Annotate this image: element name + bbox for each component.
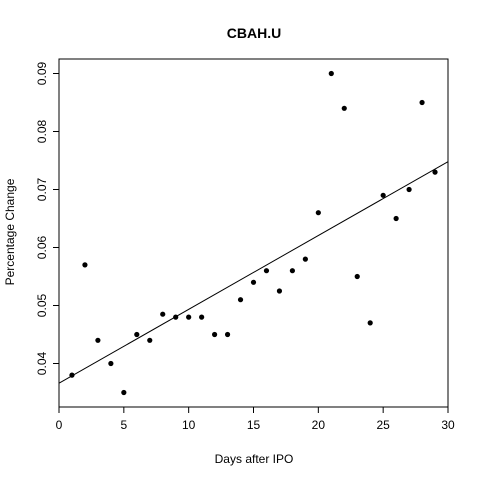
y-tick-label: 0.04 [35,351,49,375]
y-tick-label: 0.05 [35,293,49,317]
data-point [69,372,75,378]
x-tick-label: 30 [441,418,455,432]
x-tick-label: 5 [120,418,127,432]
data-point [419,99,425,106]
data-point [95,337,101,343]
data-point [212,331,218,338]
data-point [302,256,308,262]
x-axis: 0 5 10 15 20 25 30 [56,407,455,432]
data-point [108,360,114,367]
x-tick-label: 25 [376,418,390,432]
data-point [406,186,412,193]
y-axis: 0.04 0.05 0.06 0.07 0.08 0.09 [35,61,59,375]
y-tick-label: 0.07 [35,177,49,201]
data-points [69,70,438,396]
chart-title: CBAH.U [227,25,281,41]
data-point [263,268,270,274]
data-point [134,331,140,338]
data-point [315,210,321,216]
data-point [393,215,399,222]
x-tick-label: 10 [182,418,196,432]
y-tick-label: 0.06 [35,235,49,259]
data-point [199,314,205,320]
data-point [82,262,88,268]
x-tick-label: 0 [56,418,63,432]
data-point [160,311,166,317]
plot-frame [58,58,449,408]
data-point [121,389,127,396]
data-point [380,192,386,198]
data-point [432,169,438,175]
data-point [328,70,334,77]
data-point [186,314,192,320]
y-tick-label: 0.09 [35,61,49,85]
trend-line-group [58,161,449,384]
data-point [173,314,179,320]
x-tick-label: 15 [247,418,261,432]
data-point [224,331,231,338]
x-axis-label: Days after IPO [215,452,294,466]
data-point [276,288,283,294]
y-tick-label: 0.08 [35,119,49,143]
data-point [147,337,153,343]
data-point [250,279,257,285]
regression-line [58,161,449,384]
y-axis-label: Percentage Change [3,178,17,285]
x-tick-label: 20 [312,418,326,432]
data-point [341,105,347,111]
data-point [367,320,373,326]
data-point [289,268,295,274]
data-point [237,297,244,303]
data-point [354,273,360,280]
